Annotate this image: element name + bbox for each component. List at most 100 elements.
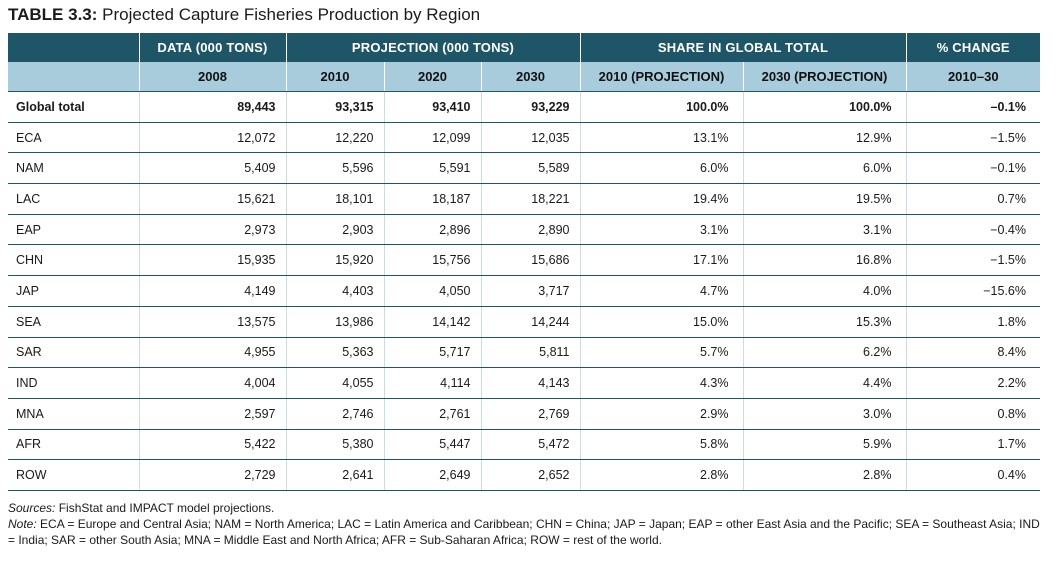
table-row: NAM 5,409 5,596 5,591 5,589 6.0% 6.0% −0.1% xyxy=(8,152,1040,185)
group-header-change: % CHANGE xyxy=(905,33,1040,62)
table-row: Global total 89,443 93,315 93,410 93,229 100.… xyxy=(8,91,1040,123)
fisheries-table: DATA (000 TONS) PROJECTION (000 TONS) SH… xyxy=(8,33,1040,491)
table-cell: 4.3% xyxy=(579,367,743,399)
table-cell: −15.6% xyxy=(905,275,1040,307)
table-cell: 0.4% xyxy=(905,459,1040,491)
table-cell: 3.1% xyxy=(742,214,906,246)
table-row: MNA 2,597 2,746 2,761 2,769 2.9% 3.0% 0.8% xyxy=(8,398,1040,430)
table-row: IND 4,004 4,055 4,114 4,143 4.3% 4.4% 2.2% xyxy=(8,367,1040,399)
table-cell: 15,935 xyxy=(138,244,286,277)
table-cell: −1.5% xyxy=(905,122,1040,154)
table-row: SEA 13,575 13,986 14,142 14,244 15.0% 15.3% 1.8… xyxy=(8,306,1040,338)
column-header: 2010–30 xyxy=(905,62,1040,92)
table-cell: 4,403 xyxy=(285,275,384,307)
table-cell: 4,004 xyxy=(138,367,286,399)
table-cell: 5.7% xyxy=(579,337,743,369)
table-cell: 2.2% xyxy=(905,367,1040,399)
table-cell: 13,986 xyxy=(285,306,384,338)
sources-text: FishStat and IMPACT model projections. xyxy=(55,501,275,515)
row-label: AFR xyxy=(8,429,139,461)
row-label: SAR xyxy=(8,337,139,369)
table-cell: 2,769 xyxy=(480,398,580,430)
table-cell: 4.7% xyxy=(579,275,743,307)
row-label: SEA xyxy=(8,306,139,338)
column-header: 2030 xyxy=(480,62,580,92)
table-cell: 3.1% xyxy=(579,214,743,246)
table-cell: 15,686 xyxy=(480,244,580,277)
table-cell: 93,229 xyxy=(480,91,580,123)
table-cell: 2,746 xyxy=(285,398,384,430)
group-header-projection: PROJECTION (000 TONS) xyxy=(285,33,580,62)
table-row: SAR 4,955 5,363 5,717 5,811 5.7% 6.2% 8.4% xyxy=(8,337,1040,369)
table-cell: 12,220 xyxy=(285,122,384,154)
table-cell: 4,055 xyxy=(285,367,384,399)
abbreviations-note: Note: ECA = Europe and Central Asia; NAM… xyxy=(8,516,1048,548)
table-cell: 18,221 xyxy=(480,183,580,215)
note-label: Note: xyxy=(8,517,37,531)
table-cell: 19.5% xyxy=(742,183,906,215)
table-cell: 0.7% xyxy=(905,183,1040,215)
table-cell: 2,729 xyxy=(138,459,286,491)
table-cell: 13,575 xyxy=(138,306,286,338)
table-cell: 2,652 xyxy=(480,459,580,491)
table-cell: 5,422 xyxy=(138,429,286,461)
table-cell: 4,955 xyxy=(138,337,286,369)
table-cell: 5,380 xyxy=(285,429,384,461)
table-row: EAP 2,973 2,903 2,896 2,890 3.1% 3.1% −0.4% xyxy=(8,214,1040,246)
table-cell: 93,410 xyxy=(383,91,481,123)
table-cell: 93,315 xyxy=(285,91,384,123)
table-cell: 5,717 xyxy=(383,337,481,369)
table-row: AFR 5,422 5,380 5,447 5,472 5.8% 5.9% 1.7% xyxy=(8,429,1040,461)
table-cell: –0.1% xyxy=(905,91,1040,123)
table-cell: 15,756 xyxy=(383,244,481,277)
table-cell: 2,641 xyxy=(285,459,384,491)
table-cell: 4,050 xyxy=(383,275,481,307)
table-caption: Projected Capture Fisheries Production b… xyxy=(102,5,481,24)
table-cell: 5,589 xyxy=(480,152,580,185)
row-label: NAM xyxy=(8,152,139,185)
table-cell: 14,142 xyxy=(383,306,481,338)
row-label: IND xyxy=(8,367,139,399)
table-cell: 2.8% xyxy=(742,459,906,491)
table-cell: 15.3% xyxy=(742,306,906,338)
table-cell: 8.4% xyxy=(905,337,1040,369)
table-cell: 5,811 xyxy=(480,337,580,369)
row-label: Global total xyxy=(8,91,139,123)
table-cell: 2,973 xyxy=(138,214,286,246)
column-header: 2010 (PROJECTION) xyxy=(579,62,743,92)
table-cell: 2.8% xyxy=(579,459,743,491)
group-header-share: SHARE IN GLOBAL TOTAL xyxy=(579,33,906,62)
table-cell: 2,761 xyxy=(383,398,481,430)
table-cell: 2,597 xyxy=(138,398,286,430)
table-cell: 19.4% xyxy=(579,183,743,215)
table-cell: 5,409 xyxy=(138,152,286,185)
table-cell: 0.8% xyxy=(905,398,1040,430)
table-cell: 6.2% xyxy=(742,337,906,369)
table-cell: 3,717 xyxy=(480,275,580,307)
group-header-row: DATA (000 TONS) PROJECTION (000 TONS) SH… xyxy=(8,33,1040,62)
table-cell: 12,099 xyxy=(383,122,481,154)
table-cell: 100.0% xyxy=(742,91,906,123)
column-header: 2010 xyxy=(285,62,384,92)
table-cell: 89,443 xyxy=(138,91,286,123)
table-row: CHN 15,935 15,920 15,756 15,686 17.1% 16.8% −1.… xyxy=(8,244,1040,277)
table-cell: 18,101 xyxy=(285,183,384,215)
table-cell: 17.1% xyxy=(579,244,743,277)
table-cell: 5.9% xyxy=(742,429,906,461)
table-cell: 4,149 xyxy=(138,275,286,307)
table-cell: 5.8% xyxy=(579,429,743,461)
table-cell: 12.9% xyxy=(742,122,906,154)
table-title: TABLE 3.3: Projected Capture Fisheries P… xyxy=(8,4,480,26)
table-cell: 18,187 xyxy=(383,183,481,215)
table-notes: Sources: FishStat and IMPACT model proje… xyxy=(8,500,1048,548)
table-cell: 13.1% xyxy=(579,122,743,154)
table-cell: 2,890 xyxy=(480,214,580,246)
table-cell: 15,920 xyxy=(285,244,384,277)
note-text: ECA = Europe and Central Asia; NAM = Nor… xyxy=(8,517,1040,547)
sources-note: Sources: FishStat and IMPACT model proje… xyxy=(8,500,1048,516)
table-cell: −0.1% xyxy=(905,152,1040,185)
table-number: TABLE 3.3: xyxy=(8,5,98,24)
row-label: MNA xyxy=(8,398,139,430)
table-cell: 2,903 xyxy=(285,214,384,246)
table-cell: 2,649 xyxy=(383,459,481,491)
